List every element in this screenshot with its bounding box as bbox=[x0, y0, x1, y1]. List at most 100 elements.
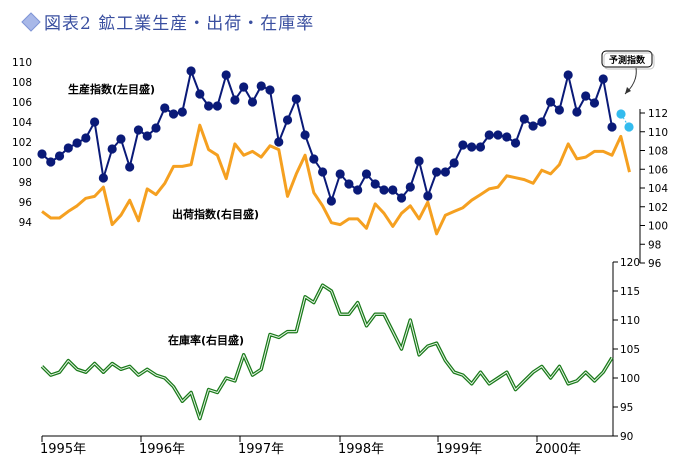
production-point bbox=[379, 185, 389, 195]
production-point bbox=[335, 169, 345, 179]
production-point bbox=[528, 121, 538, 131]
inventory-series-line bbox=[40, 283, 614, 421]
production-point bbox=[458, 140, 468, 150]
forecast-callout-box bbox=[601, 50, 653, 68]
production-point bbox=[46, 157, 56, 167]
production-point bbox=[510, 138, 521, 148]
production-point bbox=[300, 130, 310, 140]
series-label: 出荷指数(右目盛) bbox=[172, 207, 259, 221]
right-axis-tick-label: 100 bbox=[648, 221, 668, 233]
production-point bbox=[440, 167, 450, 177]
production-point bbox=[607, 122, 617, 132]
production-point bbox=[519, 114, 529, 124]
production-point bbox=[598, 74, 608, 84]
forecast-point bbox=[624, 122, 634, 132]
left-axis-tick-label: 102 bbox=[12, 137, 32, 149]
production-point bbox=[475, 142, 486, 152]
production-point bbox=[589, 98, 600, 108]
production-point bbox=[291, 94, 301, 104]
inventory-axis-tick-label: 100 bbox=[620, 373, 640, 385]
right-axis-tick-label: 108 bbox=[648, 146, 668, 158]
production-point bbox=[212, 101, 222, 111]
production-point bbox=[160, 103, 170, 113]
left-axis-tick-label: 106 bbox=[12, 97, 32, 109]
production-point bbox=[265, 85, 275, 95]
production-point bbox=[81, 133, 91, 143]
production-point bbox=[414, 156, 424, 166]
x-axis-tick-label: 1999年 bbox=[436, 442, 482, 457]
production-point bbox=[274, 137, 284, 147]
production-point bbox=[168, 109, 179, 119]
x-axis-tick-label: 1995年 bbox=[40, 442, 86, 457]
inventory-axis-tick-label: 105 bbox=[620, 344, 640, 356]
inventory-axis-tick-label: 110 bbox=[620, 315, 640, 327]
production-point bbox=[353, 185, 363, 195]
x-axis-tick-label: 2000年 bbox=[535, 442, 581, 457]
production-point bbox=[554, 105, 564, 115]
production-point bbox=[247, 97, 258, 107]
right-axis-tick-label: 106 bbox=[648, 164, 668, 176]
diamond-bullet-icon bbox=[21, 12, 41, 32]
production-point bbox=[107, 144, 117, 154]
production-point bbox=[572, 107, 582, 117]
left-axis-tick-label: 110 bbox=[12, 57, 32, 69]
production-point bbox=[467, 142, 477, 152]
right-axis-tick-label: 110 bbox=[648, 127, 668, 139]
production-point bbox=[72, 138, 82, 148]
production-point bbox=[239, 82, 249, 92]
production-point bbox=[449, 158, 459, 168]
production-point bbox=[177, 107, 187, 117]
production-point bbox=[493, 130, 503, 140]
production-point bbox=[116, 134, 126, 144]
right-axis-tick-label: 102 bbox=[648, 202, 668, 214]
forecast-point bbox=[616, 109, 626, 119]
x-axis-tick-label: 1997年 bbox=[238, 442, 284, 457]
production-point bbox=[221, 70, 231, 80]
production-point bbox=[63, 143, 73, 153]
production-point bbox=[186, 66, 196, 76]
shipment-series-line bbox=[41, 123, 631, 236]
right-axis-tick-label: 98 bbox=[648, 239, 661, 251]
forecast-callout-shadow bbox=[603, 52, 655, 70]
production-point bbox=[405, 182, 415, 192]
upper-axes: 94 96 98 100 102 104 106 108 110 96 98 100 102 104 106… bbox=[12, 57, 668, 270]
series-label: 生産指数(左目盛) bbox=[68, 82, 155, 96]
inventory-axis-tick-label: 90 bbox=[620, 431, 633, 443]
production-point bbox=[563, 70, 573, 80]
production-point bbox=[344, 179, 354, 189]
production-point bbox=[388, 185, 398, 195]
production-point bbox=[370, 179, 380, 189]
right-axis-tick-label: 112 bbox=[648, 108, 668, 120]
right-axis-tick-label: 96 bbox=[648, 258, 662, 270]
production-point bbox=[37, 149, 47, 159]
forecast-callout-arrowhead bbox=[625, 87, 631, 94]
left-axis-tick-label: 98 bbox=[19, 177, 32, 189]
production-point bbox=[98, 173, 108, 183]
production-point bbox=[432, 167, 442, 177]
production-point bbox=[151, 123, 161, 133]
production-point bbox=[90, 117, 100, 127]
left-axis-tick-label: 108 bbox=[12, 77, 32, 89]
x-axis-tick-label: 1998年 bbox=[338, 442, 384, 457]
left-axis-tick-label: 104 bbox=[12, 117, 32, 129]
production-point bbox=[54, 151, 65, 161]
production-point bbox=[396, 193, 407, 203]
production-point bbox=[282, 115, 293, 125]
lower-axes: 90 95 100 105 110 115 120 1995年 1996年 1997年 1998年 1… bbox=[40, 257, 640, 457]
production-point bbox=[484, 130, 494, 140]
inventory-axis-tick-label: 120 bbox=[620, 257, 640, 269]
production-point bbox=[133, 125, 144, 135]
production-point bbox=[361, 169, 372, 179]
series-label: 在庫率(右目盛) bbox=[168, 333, 244, 347]
production-point bbox=[204, 101, 214, 111]
production-point bbox=[326, 196, 336, 206]
right-axis-tick-label: 104 bbox=[648, 183, 668, 195]
title-group: 図表2 鉱工業生産・出荷・在庫率 bbox=[21, 12, 313, 34]
inventory-axis-tick-label: 115 bbox=[620, 286, 640, 298]
series-layer bbox=[37, 66, 634, 421]
production-point bbox=[537, 117, 547, 127]
production-point bbox=[142, 131, 152, 141]
production-point bbox=[502, 132, 512, 142]
